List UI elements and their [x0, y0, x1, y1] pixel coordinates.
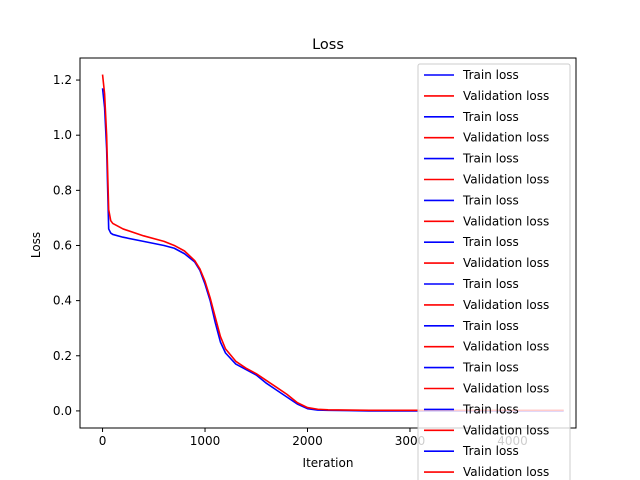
- y-tick-label: 0.6: [53, 238, 72, 252]
- legend-entry: Validation loss: [424, 423, 549, 437]
- y-tick-label: 0.4: [53, 294, 72, 308]
- legend-entry: Train loss: [424, 402, 519, 416]
- x-tick-label: 2000: [292, 434, 323, 448]
- legend: Train loss Validation loss Train loss Valid…: [417, 63, 571, 480]
- x-axis-label: Iteration: [303, 456, 354, 470]
- legend-entry: Validation loss: [424, 465, 549, 479]
- legend-entry: Validation loss: [424, 89, 549, 103]
- legend-label: Train loss: [462, 235, 519, 249]
- legend-box: [417, 63, 571, 480]
- legend-entry: Validation loss: [424, 173, 549, 187]
- legend-label: Validation loss: [463, 382, 549, 396]
- legend-label: Train loss: [462, 110, 519, 124]
- y-tick-label: 1.2: [53, 73, 72, 87]
- y-axis-ticks: 0.0 0.2 0.4 0.6 0.8 1.0 1.2: [53, 73, 80, 418]
- legend-label: Validation loss: [463, 256, 549, 270]
- legend-entry: Train loss: [424, 361, 519, 375]
- plot-lines: [101, 74, 564, 412]
- legend-entry: Train loss: [424, 444, 519, 458]
- legend-entry: Validation loss: [424, 256, 549, 270]
- y-tick-label: 1.0: [53, 128, 72, 142]
- legend-label: Validation loss: [463, 465, 549, 479]
- legend-entry: Train loss: [424, 319, 519, 333]
- legend-label: Validation loss: [463, 340, 549, 354]
- legend-label: Validation loss: [463, 423, 549, 437]
- legend-entry: Train loss: [424, 110, 519, 124]
- legend-label: Train loss: [462, 68, 519, 82]
- y-tick-label: 0.0: [53, 404, 72, 418]
- series-line-validation-loss: [101, 74, 564, 412]
- chart-title: Loss: [312, 37, 344, 53]
- legend-label: Train loss: [462, 361, 519, 375]
- legend-label: Validation loss: [463, 131, 549, 145]
- legend-entry: Train loss: [424, 68, 519, 82]
- legend-label: Train loss: [462, 444, 519, 458]
- legend-entry: Train loss: [424, 152, 519, 166]
- legend-entry: Train loss: [424, 193, 519, 207]
- legend-entry: Validation loss: [424, 340, 549, 354]
- legend-label: Train loss: [462, 152, 519, 166]
- legend-label: Validation loss: [463, 173, 549, 187]
- legend-entry: Train loss: [424, 277, 519, 291]
- legend-entry: Train loss: [424, 235, 519, 249]
- legend-entry: Validation loss: [424, 298, 549, 312]
- x-tick-label: 1000: [190, 434, 221, 448]
- legend-entry: Validation loss: [424, 382, 549, 396]
- legend-entry: Validation loss: [424, 214, 549, 228]
- legend-label: Validation loss: [463, 89, 549, 103]
- legend-label: Train loss: [462, 402, 519, 416]
- legend-label: Validation loss: [463, 214, 549, 228]
- legend-entry: Validation loss: [424, 131, 549, 145]
- legend-label: Train loss: [462, 277, 519, 291]
- y-tick-label: 0.2: [53, 349, 72, 363]
- y-tick-label: 0.8: [53, 183, 72, 197]
- plot-frame: [79, 57, 577, 429]
- legend-label: Train loss: [462, 193, 519, 207]
- legend-label: Validation loss: [463, 298, 549, 312]
- y-axis-label: Loss: [29, 232, 43, 258]
- legend-label: Train loss: [462, 319, 519, 333]
- x-tick-label: 0: [99, 434, 107, 448]
